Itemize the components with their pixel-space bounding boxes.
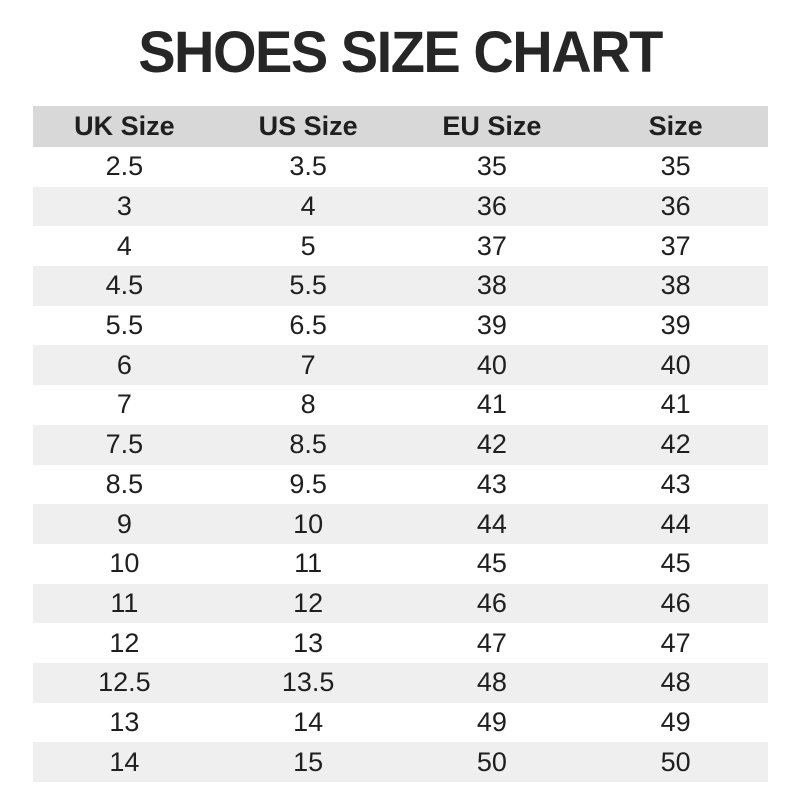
size-cell: 9 — [116, 508, 132, 539]
size-cell: 5.5 — [289, 270, 327, 301]
size-cell: 10 — [293, 508, 324, 539]
size-cell: 44 — [660, 508, 691, 539]
size-cell: 37 — [476, 230, 507, 261]
table-row: 14 15 50 50 — [32, 742, 768, 782]
table-row: 6 7 40 40 — [32, 345, 768, 386]
column-header-eu-size: EU Size — [400, 106, 584, 147]
size-cell: 40 — [660, 349, 691, 380]
size-cell: 39 — [660, 310, 691, 341]
page-title: SHOES SIZE CHART — [138, 18, 663, 85]
size-cell: 10 — [109, 548, 140, 579]
size-cell: 39 — [476, 310, 507, 341]
table-row: 7.5 8.5 42 42 — [32, 424, 768, 465]
table-row: 7 8 41 41 — [33, 385, 768, 425]
size-cell: 5 — [300, 230, 316, 261]
table-row: 13 14 49 49 — [33, 703, 768, 743]
size-cell: 46 — [476, 587, 507, 618]
size-chart-body: 2.5 3.5 35 35 3 4 36 36 4 5 37 37 4.5 5.5 38 38 5.5 6.5 39… — [32, 147, 768, 782]
size-cell: 5.5 — [105, 310, 144, 341]
size-cell: 42 — [660, 429, 691, 460]
size-cell: 14 — [109, 746, 140, 777]
column-header-uk-size: UK Size — [32, 106, 217, 147]
table-row: 8.5 9.5 43 43 — [33, 465, 768, 505]
header-row: UK Size US Size EU Size Size — [32, 106, 768, 147]
size-chart-header: UK Size US Size EU Size Size — [32, 106, 768, 147]
size-cell: 43 — [476, 468, 507, 499]
size-cell: 13.5 — [281, 667, 335, 698]
size-cell: 49 — [660, 706, 691, 737]
table-row: 11 12 46 46 — [32, 583, 768, 624]
size-cell: 41 — [660, 389, 691, 420]
table-row: 3 4 36 36 — [32, 186, 768, 227]
size-cell: 8.5 — [105, 468, 144, 499]
size-cell: 47 — [660, 627, 691, 658]
table-row: 4 5 37 37 — [33, 226, 768, 266]
size-cell: 38 — [476, 270, 507, 301]
size-cell: 48 — [476, 667, 507, 698]
size-cell: 12 — [293, 587, 324, 618]
size-cell: 50 — [660, 746, 691, 777]
size-cell: 8.5 — [289, 429, 327, 460]
column-header-us-size: US Size — [216, 106, 400, 147]
size-cell: 6 — [116, 349, 132, 380]
size-cell: 11 — [294, 548, 323, 579]
table-row: 5.5 6.5 39 39 — [33, 306, 768, 346]
size-cell: 13 — [109, 706, 140, 737]
table-row: 4.5 5.5 38 38 — [32, 266, 768, 306]
size-cell: 36 — [660, 191, 691, 222]
size-cell: 38 — [660, 270, 691, 301]
size-cell: 37 — [660, 230, 691, 261]
size-cell: 41 — [476, 389, 507, 420]
size-cell: 48 — [660, 667, 691, 698]
size-chart-table: UK Size US Size EU Size Size 2.5 3.5 35 35 3… — [32, 106, 768, 782]
size-cell: 44 — [476, 508, 507, 539]
size-cell: 3 — [116, 191, 132, 222]
size-cell: 36 — [476, 191, 507, 222]
size-cell: 15 — [293, 746, 324, 777]
table-row: 9 10 44 44 — [32, 504, 768, 544]
size-cell: 47 — [476, 627, 507, 658]
size-cell: 14 — [293, 706, 324, 737]
size-cell: 4 — [300, 191, 316, 222]
size-cell: 9.5 — [289, 468, 327, 499]
column-header-size: Size — [583, 106, 768, 147]
size-cell: 13 — [293, 627, 324, 658]
size-cell: 3.5 — [289, 151, 327, 182]
size-cell: 2.5 — [105, 151, 144, 182]
table-row: 12 13 47 47 — [33, 623, 768, 663]
table-row: 2.5 3.5 35 35 — [33, 147, 768, 187]
size-cell: 7 — [116, 389, 132, 420]
size-cell: 12 — [109, 627, 140, 658]
size-cell: 49 — [476, 706, 507, 737]
size-cell: 40 — [476, 349, 507, 380]
table-row: 12.5 13.5 48 48 — [32, 662, 768, 703]
size-cell: 42 — [476, 429, 507, 460]
table-row: 10 11 45 45 — [33, 544, 768, 584]
size-cell: 11 — [110, 587, 139, 618]
size-cell: 45 — [660, 548, 691, 579]
size-cell: 43 — [660, 468, 691, 499]
size-cell: 35 — [660, 151, 691, 182]
size-cell: 4.5 — [105, 270, 144, 301]
size-cell: 8 — [300, 389, 316, 420]
size-cell: 50 — [476, 746, 507, 777]
size-cell: 6.5 — [289, 310, 327, 341]
size-cell: 7.5 — [105, 429, 144, 460]
size-cell: 4 — [116, 230, 132, 261]
size-cell: 7 — [300, 349, 316, 380]
size-cell: 45 — [476, 548, 507, 579]
size-cell: 35 — [476, 151, 507, 182]
size-cell: 12.5 — [98, 667, 151, 698]
size-cell: 46 — [660, 587, 691, 618]
